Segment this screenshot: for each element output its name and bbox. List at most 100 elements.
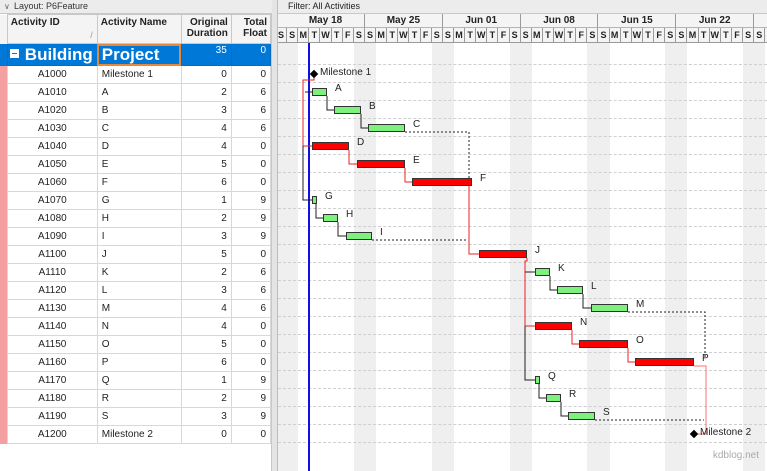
table-row[interactable]: A1070 G 1 9 xyxy=(0,191,272,210)
column-header-total-float[interactable]: Total Float xyxy=(230,14,272,44)
activity-bar[interactable] xyxy=(568,412,595,420)
critical-activity-bar[interactable] xyxy=(312,142,349,150)
table-row[interactable]: A1170 Q 1 9 xyxy=(0,371,272,390)
day-header: T xyxy=(409,28,421,43)
activity-name[interactable]: P xyxy=(96,353,182,372)
critical-activity-bar[interactable] xyxy=(535,322,572,330)
chevron-down-icon[interactable]: ∨ xyxy=(4,2,10,11)
table-row[interactable]: A1160 P 6 0 xyxy=(0,353,272,372)
original-duration[interactable]: 3 xyxy=(180,407,232,426)
activity-name[interactable]: M xyxy=(96,299,182,318)
table-row[interactable]: A1130 M 4 6 xyxy=(0,299,272,318)
filter-bar[interactable]: Filter: All Activities xyxy=(278,0,767,14)
activity-name[interactable]: L xyxy=(96,281,182,300)
original-duration[interactable]: 3 xyxy=(180,101,232,120)
activity-bar[interactable] xyxy=(546,394,561,402)
table-row[interactable]: A1180 R 2 9 xyxy=(0,389,272,408)
total-float: 0 xyxy=(230,425,272,444)
column-header-activity-id[interactable]: Activity ID / xyxy=(6,14,98,44)
original-duration[interactable]: 3 xyxy=(180,281,232,300)
activity-name[interactable]: F xyxy=(96,173,182,192)
table-row[interactable]: A1110 K 2 6 xyxy=(0,263,272,282)
activity-name[interactable]: J xyxy=(96,245,182,264)
critical-activity-bar[interactable] xyxy=(357,160,405,168)
table-row[interactable]: A1010 A 2 6 xyxy=(0,83,272,102)
wbs-name-cell[interactable]: Project xyxy=(96,43,182,66)
column-header-original-duration[interactable]: Original Duration xyxy=(180,14,232,44)
activity-bar[interactable] xyxy=(368,124,405,132)
original-duration[interactable]: 5 xyxy=(180,155,232,174)
activity-name[interactable]: B xyxy=(96,101,182,120)
table-row[interactable]: A1040 D 4 0 xyxy=(0,137,272,156)
wbs-duration: 35 xyxy=(180,43,232,66)
activity-name[interactable]: D xyxy=(96,137,182,156)
activity-name[interactable]: N xyxy=(96,317,182,336)
activity-name[interactable]: H xyxy=(96,209,182,228)
activity-name[interactable]: G xyxy=(96,191,182,210)
original-duration[interactable]: 1 xyxy=(180,371,232,390)
activity-name[interactable]: I xyxy=(96,227,182,246)
original-duration[interactable]: 2 xyxy=(180,389,232,408)
original-duration[interactable]: 2 xyxy=(180,209,232,228)
table-row[interactable]: A1120 L 3 6 xyxy=(0,281,272,300)
activity-name[interactable]: Milestone 2 xyxy=(96,425,182,444)
activity-name[interactable]: Milestone 1 xyxy=(96,65,182,84)
table-row[interactable]: A1080 H 2 9 xyxy=(0,209,272,228)
activity-name[interactable]: O xyxy=(96,335,182,354)
original-duration[interactable]: 4 xyxy=(180,119,232,138)
activity-name[interactable]: A xyxy=(96,83,182,102)
original-duration[interactable]: 5 xyxy=(180,245,232,264)
table-row[interactable]: A1190 S 3 9 xyxy=(0,407,272,426)
collapse-icon[interactable] xyxy=(9,48,19,58)
critical-activity-bar[interactable] xyxy=(412,178,472,186)
table-row[interactable]: A1020 B 3 6 xyxy=(0,101,272,120)
critical-strip xyxy=(0,317,8,336)
activity-bar[interactable] xyxy=(312,88,327,96)
table-row[interactable]: A1100 J 5 0 xyxy=(0,245,272,264)
critical-strip xyxy=(0,65,8,84)
activity-name[interactable]: K xyxy=(96,263,182,282)
table-row[interactable]: A1090 I 3 9 xyxy=(0,227,272,246)
table-row[interactable]: A1140 N 4 0 xyxy=(0,317,272,336)
table-row[interactable]: A1050 E 5 0 xyxy=(0,155,272,174)
original-duration[interactable]: 3 xyxy=(180,227,232,246)
critical-activity-bar[interactable] xyxy=(635,358,694,366)
pane-splitter[interactable] xyxy=(272,0,278,471)
activity-bar[interactable] xyxy=(535,268,550,276)
bar-label: F xyxy=(480,173,487,184)
original-duration[interactable]: 6 xyxy=(180,173,232,192)
activity-name[interactable]: Q xyxy=(96,371,182,390)
activity-bar[interactable] xyxy=(346,232,372,240)
table-row[interactable]: A1150 O 5 0 xyxy=(0,335,272,354)
activity-bar[interactable] xyxy=(334,106,361,114)
original-duration[interactable]: 4 xyxy=(180,299,232,318)
original-duration[interactable]: 2 xyxy=(180,263,232,282)
table-row[interactable]: A1060 F 6 0 xyxy=(0,173,272,192)
layout-bar[interactable]: ∨ Layout: P6Feature xyxy=(0,0,272,14)
activity-name[interactable]: C xyxy=(96,119,182,138)
critical-activity-bar[interactable] xyxy=(579,340,628,348)
critical-activity-bar[interactable] xyxy=(479,250,527,258)
wbs-row-building-project[interactable]: Building Project 35 0 xyxy=(0,43,272,66)
activity-bar[interactable] xyxy=(557,286,583,294)
original-duration[interactable]: 4 xyxy=(180,317,232,336)
table-row[interactable]: A1030 C 4 6 xyxy=(0,119,272,138)
activity-name[interactable]: E xyxy=(96,155,182,174)
column-header-activity-name[interactable]: Activity Name xyxy=(96,14,182,44)
activity-name[interactable]: R xyxy=(96,389,182,408)
activity-bar[interactable] xyxy=(535,376,540,384)
original-duration[interactable]: 0 xyxy=(180,65,232,84)
original-duration[interactable]: 1 xyxy=(180,191,232,210)
activity-bar[interactable] xyxy=(323,214,338,222)
original-duration[interactable]: 0 xyxy=(180,425,232,444)
activity-bar[interactable] xyxy=(312,196,317,204)
activity-bar[interactable] xyxy=(591,304,628,312)
original-duration[interactable]: 2 xyxy=(180,83,232,102)
original-duration[interactable]: 5 xyxy=(180,335,232,354)
original-duration[interactable]: 4 xyxy=(180,137,232,156)
activity-id: A1180 xyxy=(6,389,98,408)
original-duration[interactable]: 6 xyxy=(180,353,232,372)
activity-name[interactable]: S xyxy=(96,407,182,426)
